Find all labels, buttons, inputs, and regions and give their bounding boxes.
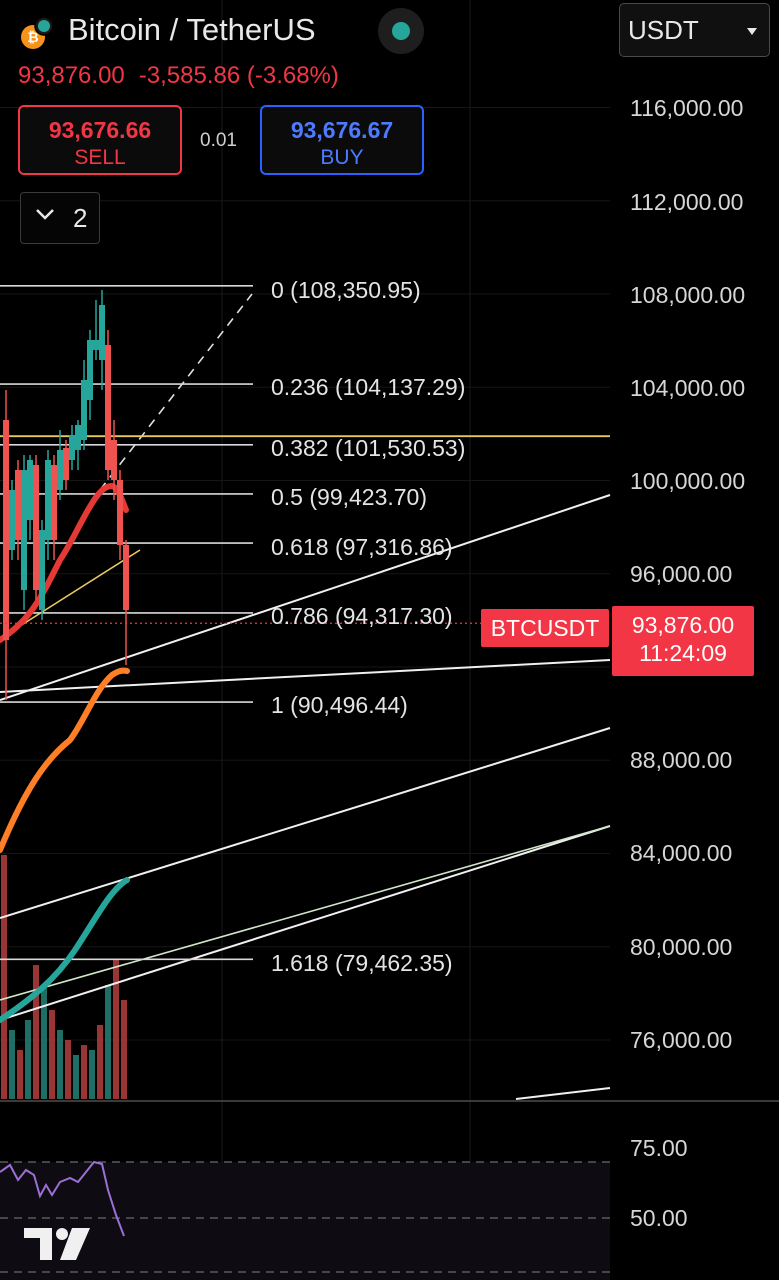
fib-level-label: 1 (90,496.44) bbox=[271, 692, 408, 718]
price-axis-tick: 108,000.00 bbox=[630, 282, 746, 308]
tradingview-logo-icon bbox=[24, 1228, 90, 1260]
price-axis-tick: 116,000.00 bbox=[630, 95, 744, 121]
ema-mid-line bbox=[0, 667, 130, 853]
rsi-pane bbox=[0, 1160, 610, 1280]
caret-down-icon bbox=[747, 28, 757, 35]
candle-body bbox=[75, 425, 81, 450]
volume-bar bbox=[65, 1040, 71, 1099]
price-axis-tick: 112,000.00 bbox=[630, 189, 744, 215]
sell-label: SELL bbox=[74, 146, 126, 169]
indicators-count: 2 bbox=[73, 203, 88, 233]
candle-body bbox=[9, 490, 15, 550]
candle-body bbox=[111, 440, 117, 480]
currency-select[interactable]: USDT bbox=[619, 3, 770, 57]
candle-body bbox=[87, 340, 93, 400]
trendline bbox=[0, 659, 611, 693]
volume-bar bbox=[41, 985, 47, 1099]
trendline bbox=[0, 825, 611, 1021]
trendline bbox=[0, 494, 611, 701]
volume-bar bbox=[113, 960, 119, 1099]
rsi-axis-tick: 50.00 bbox=[630, 1205, 688, 1231]
volume-bar bbox=[89, 1050, 95, 1099]
candle-body bbox=[51, 465, 57, 540]
volume-bar bbox=[121, 1000, 127, 1099]
fib-level-label: 0.786 (94,317.30) bbox=[271, 603, 453, 629]
volume-bar bbox=[105, 985, 111, 1099]
candle-body bbox=[39, 530, 45, 610]
volume-bar bbox=[97, 1025, 103, 1099]
candle-body bbox=[69, 435, 75, 460]
bitcoin-coin-icon: ₿ bbox=[21, 16, 54, 49]
sell-price: 93,676.66 bbox=[48, 117, 152, 143]
price-axis-tick: 80,000.00 bbox=[630, 934, 733, 960]
candle-body bbox=[45, 460, 51, 540]
candle-body bbox=[33, 465, 39, 590]
rsi-axis-tick: 75.00 bbox=[630, 1135, 688, 1161]
trendline bbox=[515, 1087, 611, 1100]
candle-body bbox=[93, 340, 99, 350]
sell-button[interactable]: 93,676.66 SELL bbox=[18, 105, 182, 175]
candle-body bbox=[123, 545, 129, 610]
symbol-price-tag: BTCUSDT bbox=[481, 609, 609, 647]
bar-countdown: 11:24:09 bbox=[639, 640, 727, 666]
volume-bar bbox=[49, 1010, 55, 1099]
spread-value: 0.01 bbox=[200, 130, 237, 151]
last-price-tag: 93,876.00 11:24:09 bbox=[612, 606, 754, 676]
candle-body bbox=[57, 450, 63, 490]
symbol-title[interactable]: Bitcoin / TetherUS bbox=[68, 12, 316, 47]
fib-level-label: 1.618 (79,462.35) bbox=[271, 950, 453, 976]
ema-slow-line bbox=[0, 877, 130, 1023]
fib-level-label: 0.5 (99,423.70) bbox=[271, 484, 428, 510]
fib-level-label: 0.618 (97,316.86) bbox=[271, 534, 453, 560]
candle-body bbox=[63, 448, 69, 480]
rsi-band bbox=[0, 1162, 610, 1280]
candle-body bbox=[81, 380, 87, 440]
volume-bar bbox=[73, 1055, 79, 1099]
fib-diagonal bbox=[99, 293, 253, 491]
indicators-toggle-button[interactable]: 2 bbox=[20, 192, 100, 244]
fib-level-label: 0.236 (104,137.29) bbox=[271, 374, 466, 400]
volume-bar bbox=[81, 1045, 87, 1099]
candle-body bbox=[3, 420, 9, 640]
fib-level-label: 0.382 (101,530.53) bbox=[271, 435, 466, 461]
candle-body bbox=[117, 480, 123, 545]
price-axis-tick: 88,000.00 bbox=[630, 747, 733, 773]
change-value: -3,585.86 (-3.68%) bbox=[138, 62, 339, 89]
rsi-line bbox=[0, 1160, 125, 1237]
market-open-dot-icon bbox=[378, 8, 424, 54]
channel-trendlines bbox=[0, 293, 611, 1100]
fib-level-label: 0 (108,350.95) bbox=[271, 277, 421, 303]
volume-bar bbox=[57, 1030, 63, 1099]
price-change: 93,876.00 -3,585.86 (-3.68%) bbox=[18, 62, 339, 90]
price-axis-tick: 84,000.00 bbox=[630, 840, 733, 866]
candle-body bbox=[15, 470, 21, 540]
buy-price: 93,676.67 bbox=[290, 117, 394, 143]
candlesticks bbox=[3, 290, 129, 700]
chevron-down-icon bbox=[36, 209, 54, 220]
last-price-tag-value: 93,876.00 bbox=[631, 612, 735, 638]
candle-body bbox=[21, 470, 27, 590]
buy-label: BUY bbox=[320, 146, 364, 169]
candle-body bbox=[99, 305, 105, 360]
svg-text:₿: ₿ bbox=[27, 29, 38, 45]
price-axis-tick: 96,000.00 bbox=[630, 561, 733, 587]
volume-bar bbox=[9, 1030, 15, 1099]
volume-bar bbox=[33, 965, 39, 1099]
buy-button[interactable]: 93,676.67 BUY bbox=[260, 105, 424, 175]
moving-averages bbox=[0, 483, 130, 1023]
volume-bar bbox=[25, 1020, 31, 1099]
price-axis-tick: 100,000.00 bbox=[630, 468, 746, 494]
volume-bars bbox=[1, 855, 127, 1099]
volume-bar bbox=[17, 1050, 23, 1099]
candle-body bbox=[27, 460, 33, 520]
volume-bar bbox=[1, 855, 7, 1099]
trendline-green bbox=[0, 825, 611, 1001]
price-axis-tick: 76,000.00 bbox=[630, 1027, 733, 1053]
currency-value: USDT bbox=[628, 15, 699, 45]
last-price: 93,876.00 bbox=[18, 62, 125, 89]
price-axis-tick: 104,000.00 bbox=[630, 375, 746, 401]
trendline bbox=[0, 727, 611, 919]
candle-body bbox=[105, 345, 111, 470]
